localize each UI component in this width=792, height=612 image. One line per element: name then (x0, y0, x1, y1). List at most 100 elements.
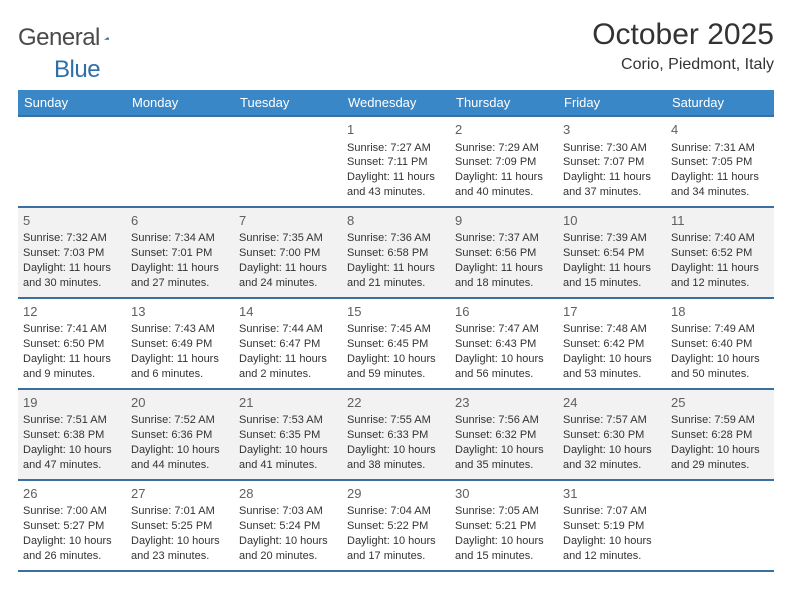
calendar-cell: 28Sunrise: 7:03 AMSunset: 5:24 PMDayligh… (234, 481, 342, 572)
day-number: 18 (671, 303, 769, 321)
calendar-cell (666, 481, 774, 572)
daylight-line: Daylight: 10 hours and 47 minutes. (23, 443, 121, 473)
calendar-page: General October 2025 Corio, Piedmont, It… (0, 0, 792, 612)
calendar-cell: 31Sunrise: 7:07 AMSunset: 5:19 PMDayligh… (558, 481, 666, 572)
day-number: 1 (347, 121, 445, 139)
sunrise-line: Sunrise: 7:45 AM (347, 322, 445, 337)
day-number: 29 (347, 485, 445, 503)
calendar-cell: 22Sunrise: 7:55 AMSunset: 6:33 PMDayligh… (342, 390, 450, 481)
sunrise-line: Sunrise: 7:36 AM (347, 231, 445, 246)
sunset-line: Sunset: 7:01 PM (131, 246, 229, 261)
daylight-line: Daylight: 11 hours and 6 minutes. (131, 352, 229, 382)
day-number: 25 (671, 394, 769, 412)
daylight-line: Daylight: 11 hours and 15 minutes. (563, 261, 661, 291)
sunset-line: Sunset: 6:58 PM (347, 246, 445, 261)
day-number: 23 (455, 394, 553, 412)
calendar-cell: 15Sunrise: 7:45 AMSunset: 6:45 PMDayligh… (342, 299, 450, 390)
calendar-body: 1Sunrise: 7:27 AMSunset: 7:11 PMDaylight… (18, 115, 774, 572)
sunset-line: Sunset: 7:11 PM (347, 155, 445, 170)
calendar-cell: 19Sunrise: 7:51 AMSunset: 6:38 PMDayligh… (18, 390, 126, 481)
calendar-cell: 18Sunrise: 7:49 AMSunset: 6:40 PMDayligh… (666, 299, 774, 390)
daylight-line: Daylight: 10 hours and 29 minutes. (671, 443, 769, 473)
daylight-line: Daylight: 10 hours and 59 minutes. (347, 352, 445, 382)
calendar-cell (18, 117, 126, 208)
day-number: 19 (23, 394, 121, 412)
sunrise-line: Sunrise: 7:32 AM (23, 231, 121, 246)
daylight-line: Daylight: 11 hours and 43 minutes. (347, 170, 445, 200)
daylight-line: Daylight: 10 hours and 20 minutes. (239, 534, 337, 564)
day-number: 16 (455, 303, 553, 321)
day-number: 6 (131, 212, 229, 230)
month-title: October 2025 (592, 18, 774, 52)
sunset-line: Sunset: 6:40 PM (671, 337, 769, 352)
sunrise-line: Sunrise: 7:05 AM (455, 504, 553, 519)
day-number: 20 (131, 394, 229, 412)
logo: General (18, 24, 136, 52)
calendar-cell: 30Sunrise: 7:05 AMSunset: 5:21 PMDayligh… (450, 481, 558, 572)
day-number: 10 (563, 212, 661, 230)
sunset-line: Sunset: 6:42 PM (563, 337, 661, 352)
sunrise-line: Sunrise: 7:40 AM (671, 231, 769, 246)
weekday-fri: Friday (558, 90, 666, 115)
sunset-line: Sunset: 7:05 PM (671, 155, 769, 170)
sunset-line: Sunset: 5:22 PM (347, 519, 445, 534)
sunset-line: Sunset: 6:28 PM (671, 428, 769, 443)
weekday-header: Sunday Monday Tuesday Wednesday Thursday… (18, 90, 774, 115)
sunset-line: Sunset: 5:19 PM (563, 519, 661, 534)
daylight-line: Daylight: 11 hours and 27 minutes. (131, 261, 229, 291)
calendar-cell: 6Sunrise: 7:34 AMSunset: 7:01 PMDaylight… (126, 208, 234, 299)
calendar-cell: 1 Sunrise: 7:27 AMSunset: 7:11 PMDaylight… (342, 117, 450, 208)
daylight-line: Daylight: 10 hours and 32 minutes. (563, 443, 661, 473)
day-number: 13 (131, 303, 229, 321)
daylight-line: Daylight: 10 hours and 12 minutes. (563, 534, 661, 564)
daylight-line: Daylight: 10 hours and 41 minutes. (239, 443, 337, 473)
sunset-line: Sunset: 6:47 PM (239, 337, 337, 352)
daylight-line: Daylight: 10 hours and 35 minutes. (455, 443, 553, 473)
daylight-line: Daylight: 10 hours and 44 minutes. (131, 443, 229, 473)
calendar-cell: 17Sunrise: 7:48 AMSunset: 6:42 PMDayligh… (558, 299, 666, 390)
daylight-line: Daylight: 11 hours and 34 minutes. (671, 170, 769, 200)
calendar-cell: 2Sunrise: 7:29 AMSunset: 7:09 PMDaylight… (450, 117, 558, 208)
calendar-cell: 3Sunrise: 7:30 AMSunset: 7:07 PMDaylight… (558, 117, 666, 208)
weekday-mon: Monday (126, 90, 234, 115)
weekday-wed: Wednesday (342, 90, 450, 115)
sunrise-line: Sunrise: 7:30 AM (563, 141, 661, 156)
daylight-line: Daylight: 11 hours and 30 minutes. (23, 261, 121, 291)
sunset-line: Sunset: 6:30 PM (563, 428, 661, 443)
calendar-cell: 14Sunrise: 7:44 AMSunset: 6:47 PMDayligh… (234, 299, 342, 390)
sunrise-line: Sunrise: 7:35 AM (239, 231, 337, 246)
sunrise-line: Sunrise: 7:34 AM (131, 231, 229, 246)
day-number: 28 (239, 485, 337, 503)
calendar-cell: 24Sunrise: 7:57 AMSunset: 6:30 PMDayligh… (558, 390, 666, 481)
logo-text-general: General (18, 24, 100, 52)
weekday-tue: Tuesday (234, 90, 342, 115)
daylight-line: Daylight: 10 hours and 53 minutes. (563, 352, 661, 382)
sunrise-line: Sunrise: 7:52 AM (131, 413, 229, 428)
day-number: 24 (563, 394, 661, 412)
calendar: Sunday Monday Tuesday Wednesday Thursday… (18, 90, 774, 572)
sunrise-line: Sunrise: 7:55 AM (347, 413, 445, 428)
sunrise-line: Sunrise: 7:00 AM (23, 504, 121, 519)
sunset-line: Sunset: 6:45 PM (347, 337, 445, 352)
sunrise-line: Sunrise: 7:27 AM (347, 141, 445, 156)
logo-text-blue: Blue (54, 56, 100, 83)
sunset-line: Sunset: 6:33 PM (347, 428, 445, 443)
sunrise-line: Sunrise: 7:44 AM (239, 322, 337, 337)
daylight-line: Daylight: 10 hours and 38 minutes. (347, 443, 445, 473)
day-number: 14 (239, 303, 337, 321)
daylight-line: Daylight: 11 hours and 24 minutes. (239, 261, 337, 291)
sunset-line: Sunset: 6:36 PM (131, 428, 229, 443)
day-number: 22 (347, 394, 445, 412)
calendar-cell: 27Sunrise: 7:01 AMSunset: 5:25 PMDayligh… (126, 481, 234, 572)
sunrise-line: Sunrise: 7:56 AM (455, 413, 553, 428)
sunrise-line: Sunrise: 7:53 AM (239, 413, 337, 428)
calendar-cell: 13Sunrise: 7:43 AMSunset: 6:49 PMDayligh… (126, 299, 234, 390)
day-number: 12 (23, 303, 121, 321)
sunset-line: Sunset: 6:56 PM (455, 246, 553, 261)
sunset-line: Sunset: 5:21 PM (455, 519, 553, 534)
sunrise-line: Sunrise: 7:39 AM (563, 231, 661, 246)
calendar-cell: 25Sunrise: 7:59 AMSunset: 6:28 PMDayligh… (666, 390, 774, 481)
daylight-line: Daylight: 11 hours and 2 minutes. (239, 352, 337, 382)
sunset-line: Sunset: 6:50 PM (23, 337, 121, 352)
weekday-thu: Thursday (450, 90, 558, 115)
